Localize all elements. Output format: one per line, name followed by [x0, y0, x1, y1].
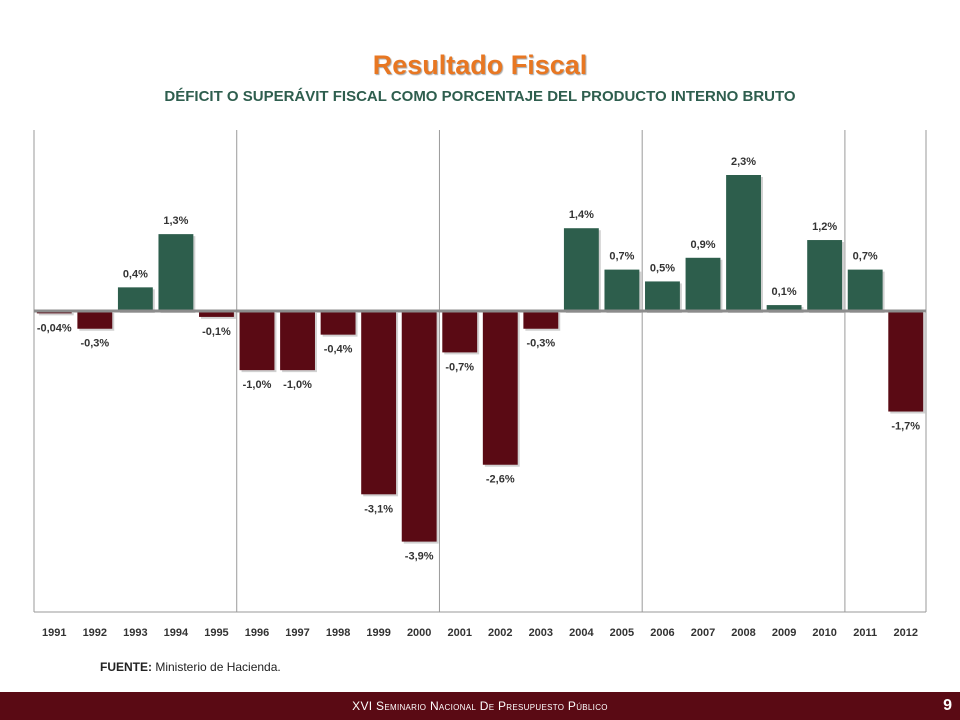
bar [239, 311, 275, 371]
x-tick-label: 2000 [407, 627, 431, 639]
bar [361, 311, 397, 495]
data-label: -0,3% [80, 338, 109, 350]
x-tick-label: 2006 [650, 627, 674, 639]
bar-shadow [38, 313, 74, 316]
bar [442, 311, 478, 353]
x-tick-label: 2007 [691, 627, 715, 639]
data-label: -3,1% [364, 503, 393, 515]
data-label: 2,3% [731, 156, 756, 168]
bar [685, 257, 721, 311]
x-tick-label: 2010 [812, 627, 836, 639]
bar [158, 234, 194, 311]
bar [726, 175, 761, 311]
x-tick-label: 1992 [83, 627, 107, 639]
data-label: -0,7% [445, 361, 474, 373]
bar [563, 228, 599, 311]
bar [604, 269, 640, 311]
data-label: 0,4% [123, 268, 148, 280]
data-label: 0,7% [609, 251, 634, 263]
bar [199, 311, 234, 317]
data-label: -1,7% [891, 421, 920, 433]
data-label: 1,3% [163, 215, 188, 227]
page-number: 9 [943, 697, 952, 714]
source-note: FUENTE: Ministerio de Hacienda. [100, 660, 281, 674]
x-tick-label: 1991 [42, 627, 66, 639]
data-label: 0,1% [772, 286, 797, 298]
bar [807, 240, 843, 311]
data-label: 1,4% [569, 209, 594, 221]
bar [523, 311, 559, 329]
bar [847, 269, 883, 311]
bar [320, 311, 356, 335]
slide-title: Resultado Fiscal [372, 50, 588, 80]
x-tick-label: 2002 [488, 627, 512, 639]
x-tick-label: 1997 [285, 627, 309, 639]
data-label: -0,04% [37, 322, 72, 334]
data-label: 0,5% [650, 262, 675, 274]
bar [280, 311, 315, 371]
x-tick-label: 2008 [731, 627, 755, 639]
data-label: -2,6% [486, 474, 515, 486]
footer-bar: XVI Seminario Nacional De Presupuesto Pú… [0, 692, 960, 720]
source-label: FUENTE: [100, 660, 152, 674]
bar [117, 287, 153, 311]
bar [645, 281, 680, 311]
bar [482, 311, 518, 465]
x-tick-label: 2012 [893, 627, 917, 639]
footer-text: XVI Seminario Nacional De Presupuesto Pú… [352, 699, 608, 713]
bar [401, 311, 437, 542]
data-label: -1,0% [243, 379, 272, 391]
chart-subtitle: DÉFICIT O SUPERÁVIT FISCAL COMO PORCENTA… [164, 88, 796, 105]
fiscal-result-chart: -0,04% 1991 -0,3% 1992 0,4% 1993 1,3% 1994 -0,1%… [33, 130, 927, 639]
data-label: 0,7% [853, 251, 878, 263]
x-tick-label: 2009 [772, 627, 796, 639]
data-label: -0,3% [526, 338, 555, 350]
x-tick-label: 1993 [123, 627, 147, 639]
x-tick-label: 1996 [245, 627, 269, 639]
x-tick-label: 2011 [853, 627, 877, 639]
data-label: -1,0% [283, 379, 312, 391]
bar [888, 311, 924, 412]
x-tick-label: 2005 [610, 627, 634, 639]
x-tick-label: 1999 [366, 627, 390, 639]
x-tick-label: 1994 [164, 627, 189, 639]
bar [77, 311, 113, 329]
data-label: -0,4% [324, 344, 353, 356]
x-tick-label: 1995 [204, 627, 228, 639]
data-label: -3,9% [405, 551, 434, 563]
x-tick-label: 2003 [529, 627, 553, 639]
x-tick-label: 1998 [326, 627, 350, 639]
x-tick-label: 2004 [569, 627, 594, 639]
bar [766, 305, 802, 311]
data-label: 1,2% [812, 221, 837, 233]
data-label: 0,9% [690, 239, 715, 251]
source-text: Ministerio de Hacienda. [152, 660, 281, 674]
data-label: -0,1% [202, 326, 231, 338]
x-tick-label: 2001 [447, 627, 471, 639]
